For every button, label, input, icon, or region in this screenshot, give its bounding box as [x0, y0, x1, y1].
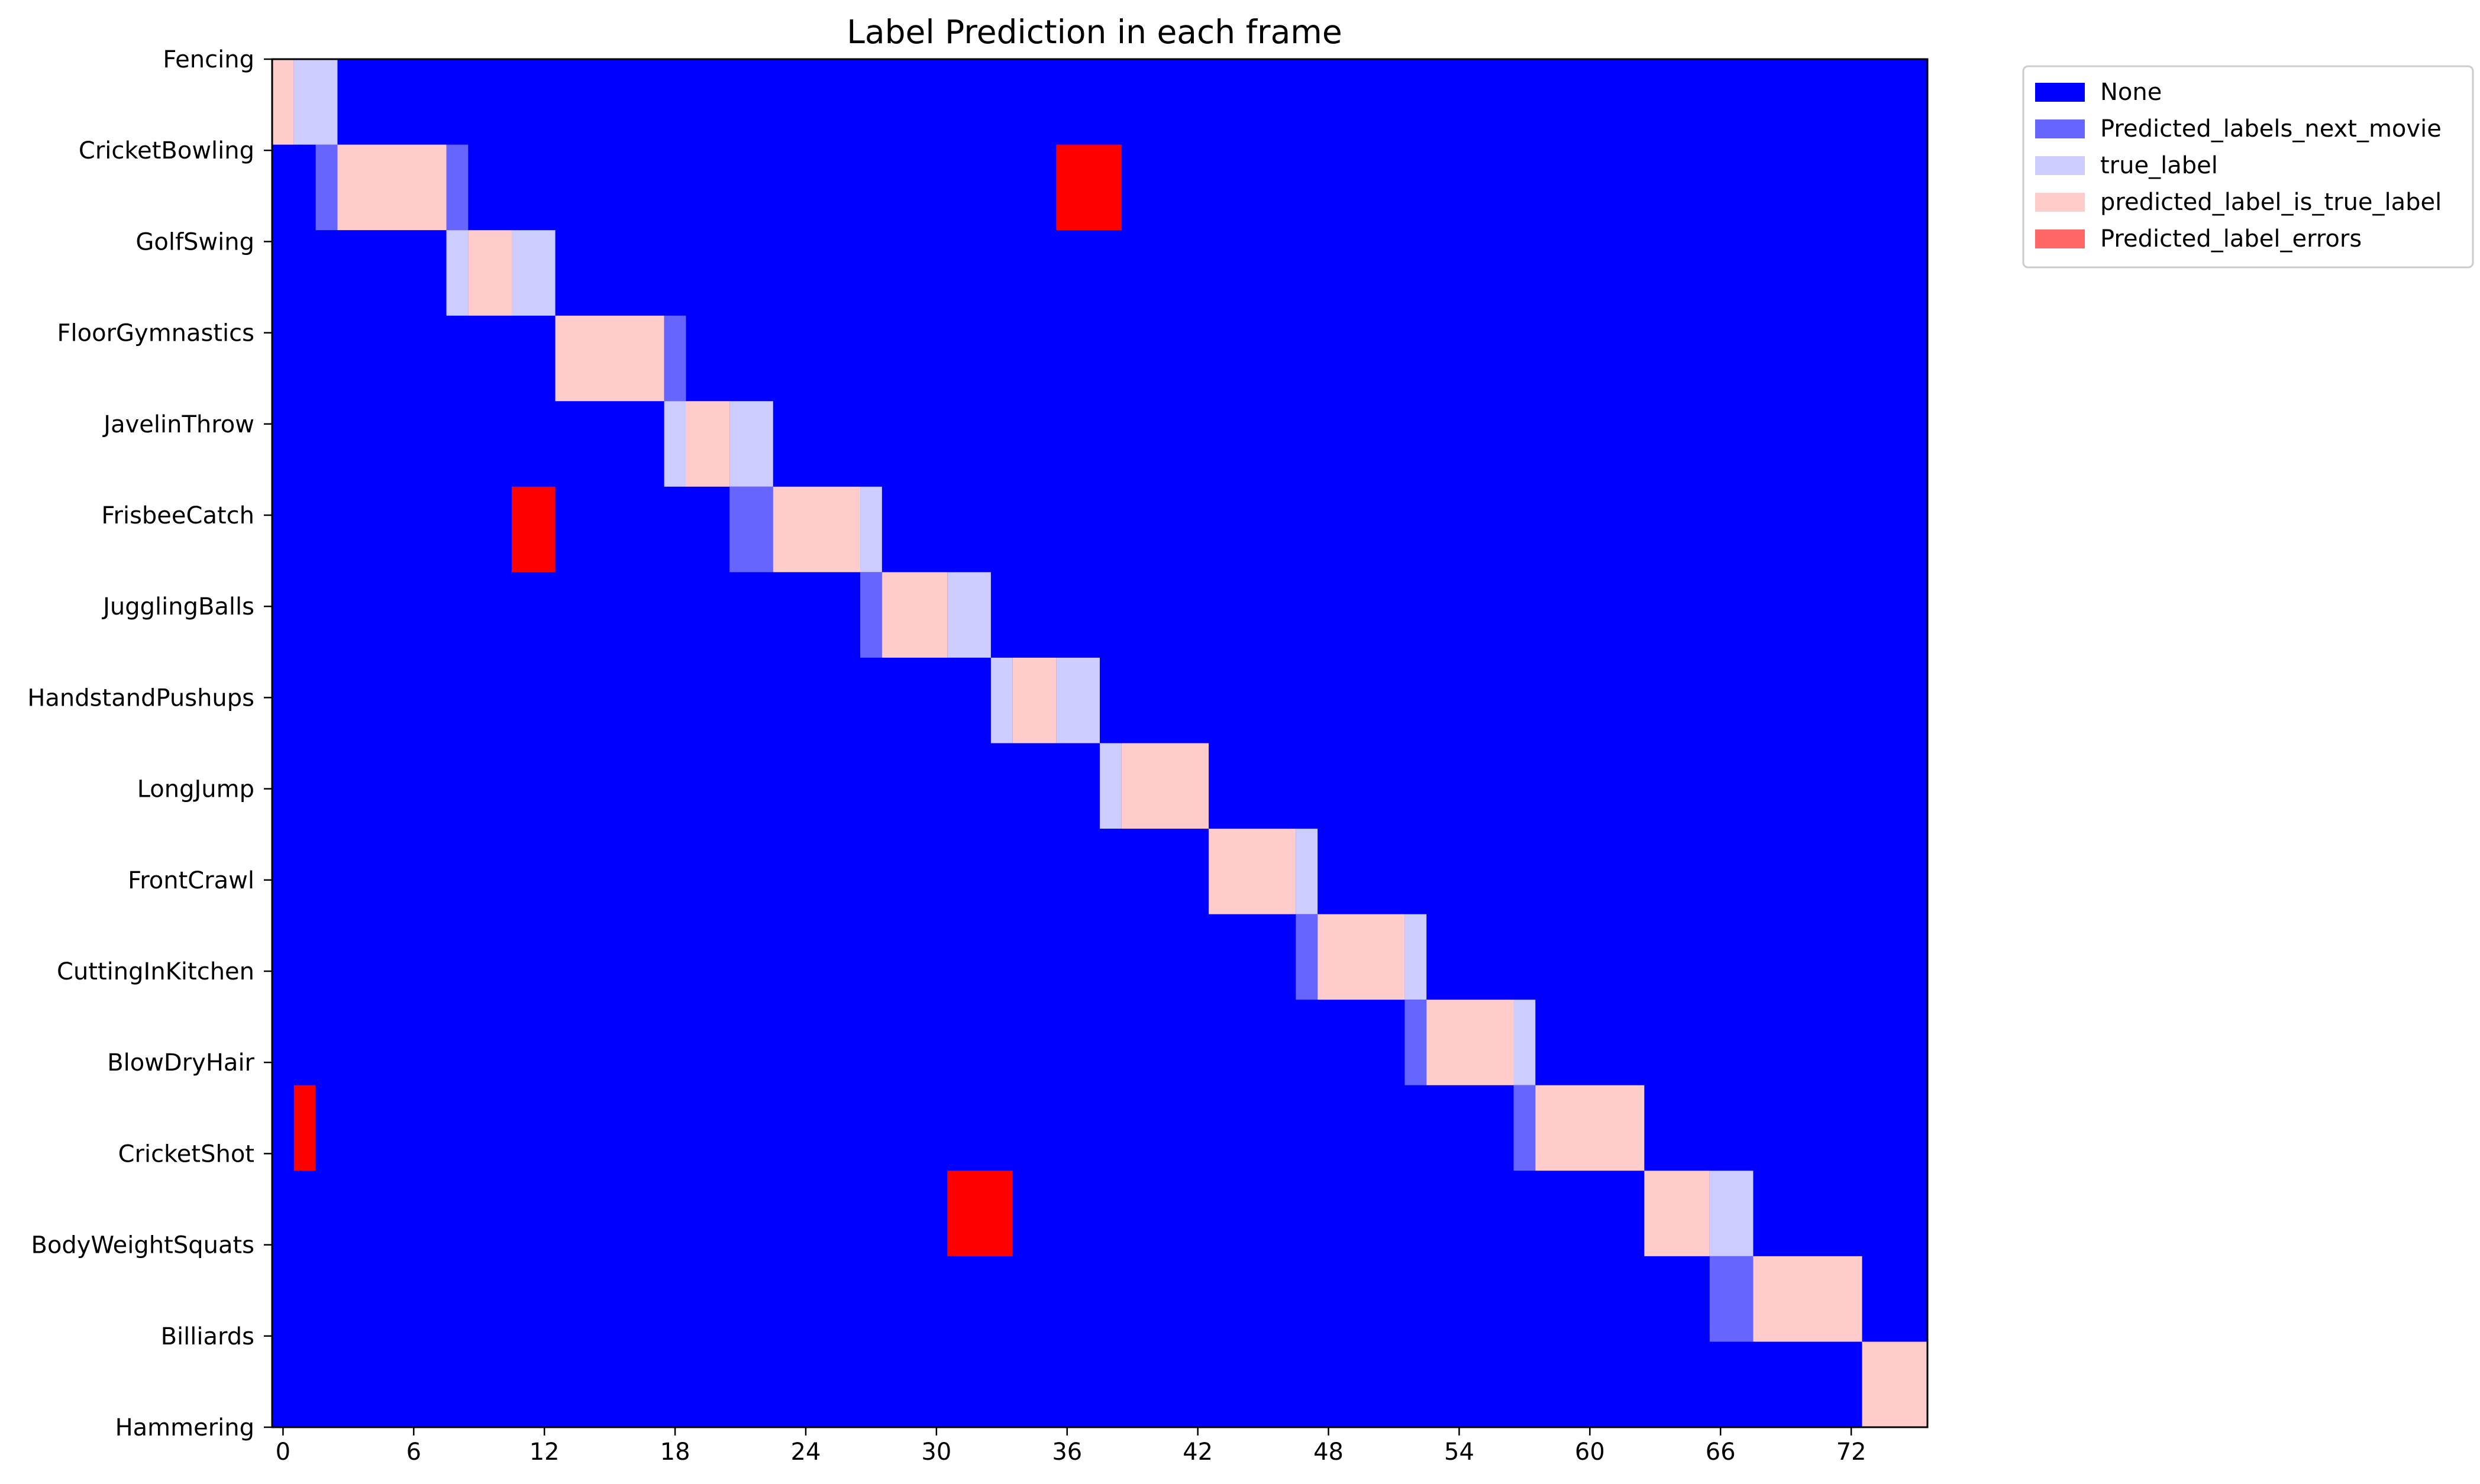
heatmap-cell-cricket-bowling-3 [337, 144, 447, 231]
y-tick-label-cricket-shot: CricketShot [118, 1140, 254, 1168]
x-tick-label-6: 6 [406, 1438, 421, 1466]
heatmap-cell-cutting-in-kitchen-47 [1296, 914, 1318, 1000]
x-tick-label-72: 72 [1836, 1438, 1867, 1466]
legend-frame [2022, 65, 2474, 269]
x-tick-label-60: 60 [1575, 1438, 1605, 1466]
x-tick-label-36: 36 [1052, 1438, 1082, 1466]
plot-area [271, 58, 1929, 1428]
heatmap-cell-handstand-pushups-33 [990, 657, 1013, 743]
heatmap-cell-javelin-throw-18 [664, 401, 686, 487]
heatmap-cell-body-weight-squats-66 [1709, 1171, 1754, 1256]
heatmap-cell-juggling-balls-28 [881, 572, 948, 658]
heatmap-cell-javelin-throw-19 [686, 401, 730, 487]
heatmap-cell-handstand-pushups-36 [1056, 657, 1100, 743]
legend-label-predicted-label-errors: Predicted_label_errors [2100, 225, 2362, 253]
legend-label-predicted-label-is-true-label: predicted_label_is_true_label [2100, 189, 2442, 216]
heatmap-cell-frisbee-catch-27 [860, 486, 882, 573]
legend-swatch-predicted-label-is-true-label [2035, 193, 2085, 212]
y-tick-label-long-jump: LongJump [137, 776, 254, 803]
heatmap-cell-cricket-shot-58 [1535, 1085, 1645, 1171]
heatmap-cell-blow-dry-hair-53 [1426, 1000, 1514, 1085]
heatmap-cell-cutting-in-kitchen-52 [1404, 914, 1427, 1000]
heatmap-cell-handstand-pushups-34 [1012, 657, 1057, 743]
x-tick-label-66: 66 [1706, 1438, 1736, 1466]
y-tick-label-fencing: Fencing [163, 46, 254, 73]
legend-swatch-none [2035, 83, 2085, 102]
heatmap-cell-long-jump-38 [1100, 743, 1122, 829]
y-tick-label-billiards: Billiards [161, 1323, 254, 1350]
x-tick-label-12: 12 [529, 1438, 560, 1466]
heatmap-cell-blow-dry-hair-52 [1404, 1000, 1427, 1085]
y-tick-label-golf-swing: GolfSwing [135, 228, 254, 256]
heatmap-cell-hammering-73 [1862, 1341, 1927, 1427]
heatmap-cell-cricket-bowling-2 [315, 144, 338, 231]
legend-swatch-predicted-labels-next-movie [2035, 119, 2085, 138]
legend-swatch-predicted-label-errors [2035, 229, 2085, 248]
heatmap-cell-cutting-in-kitchen-48 [1318, 914, 1405, 1000]
heatmap-cell-fencing-1 [293, 59, 338, 145]
y-tick-label-handstand-pushups: HandstandPushups [27, 684, 254, 712]
heatmap-cell-body-weight-squats-31 [947, 1171, 1013, 1256]
x-tick-label-0: 0 [276, 1438, 290, 1466]
y-tick-label-juggling-balls: JugglingBalls [101, 593, 254, 620]
heatmap-cell-juggling-balls-31 [947, 572, 991, 658]
heatmap-cell-cricket-bowling-8 [446, 144, 469, 231]
x-tick-label-18: 18 [660, 1438, 690, 1466]
heatmap-cell-juggling-balls-27 [860, 572, 882, 658]
y-tick-label-cutting-in-kitchen: CuttingInKitchen [57, 958, 254, 985]
x-axis: 0 6 12 18 24 30 36 42 48 54 60 66 72 [276, 1427, 1867, 1466]
x-tick-label-54: 54 [1444, 1438, 1474, 1466]
y-axis: Fencing CricketBowling GolfSwing FloorGymna… [27, 46, 272, 1441]
heatmap-cell-golf-swing-9 [468, 230, 512, 316]
heatmap-cell-frisbee-catch-21 [729, 486, 773, 573]
y-tick-label-hammering: Hammering [115, 1414, 254, 1441]
y-tick-label-javelin-throw: JavelinThrow [102, 411, 254, 438]
legend-label-true-label: true_label [2100, 152, 2218, 179]
y-tick-label-blow-dry-hair: BlowDryHair [107, 1049, 254, 1076]
legend-label-none: None [2100, 79, 2162, 106]
heatmap-cell-front-crawl-43 [1209, 829, 1296, 914]
heatmap-cell-billiards-66 [1709, 1256, 1754, 1342]
heatmap-cell-golf-swing-11 [511, 230, 556, 316]
heatmap-cell-golf-swing-8 [446, 230, 469, 316]
heatmap-cell-long-jump-39 [1121, 743, 1209, 829]
x-tick-label-30: 30 [921, 1438, 951, 1466]
heatmap-cell-billiards-68 [1753, 1256, 1862, 1342]
x-tick-label-42: 42 [1183, 1438, 1213, 1466]
heatmap-cell-frisbee-catch-11 [511, 486, 556, 573]
heatmap-cell-blow-dry-hair-57 [1513, 1000, 1536, 1085]
heatmap-cell-floor-gymnastics-18 [664, 315, 686, 402]
y-tick-label-frisbee-catch: FrisbeeCatch [101, 502, 254, 529]
legend-label-predicted-labels-next-movie: Predicted_labels_next_movie [2100, 115, 2442, 143]
y-tick-label-front-crawl: FrontCrawl [128, 867, 254, 894]
legend: None Predicted_labels_next_movie true_labe… [2022, 65, 2474, 269]
chart-title: Label Prediction in each frame [847, 13, 1342, 51]
heatmap-cell-cricket-shot-1 [293, 1085, 316, 1171]
y-tick-label-floor-gymnastics: FloorGymnastics [57, 320, 254, 347]
heatmap-cell-body-weight-squats-63 [1644, 1171, 1710, 1256]
plot-frame [271, 58, 1929, 1428]
x-tick-label-24: 24 [791, 1438, 821, 1466]
y-tick-label-cricket-bowling: CricketBowling [79, 137, 254, 164]
legend-swatch-true-label [2035, 156, 2085, 175]
y-tick-label-body-weight-squats: BodyWeightSquats [31, 1232, 255, 1259]
heatmap-cell-fencing-0 [272, 59, 294, 145]
heatmap-cell-javelin-throw-21 [729, 401, 773, 487]
x-tick-label-48: 48 [1313, 1438, 1344, 1466]
heatmap-cell-floor-gymnastics-13 [555, 315, 664, 402]
heatmap-cell-front-crawl-47 [1296, 829, 1318, 914]
heatmap-cell-cricket-bowling-36 [1056, 144, 1122, 231]
heatmap-cell-cricket-shot-57 [1513, 1085, 1536, 1171]
heatmap-cell-frisbee-catch-23 [773, 486, 861, 573]
